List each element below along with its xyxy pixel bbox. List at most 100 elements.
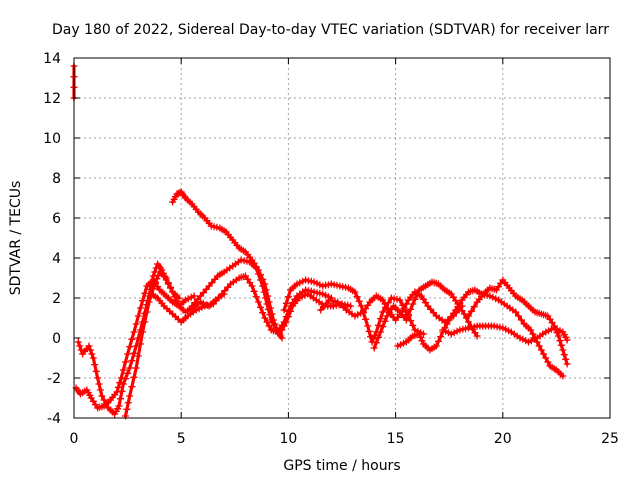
- data-point: [383, 304, 391, 312]
- data-point: [124, 350, 132, 358]
- data-point: [557, 341, 565, 349]
- series-arc-f: [188, 256, 355, 338]
- data-point: [91, 361, 99, 369]
- data-point: [287, 307, 294, 315]
- data-point: [374, 333, 382, 341]
- data-point: [261, 314, 269, 322]
- data-point: [145, 298, 153, 306]
- series-arc-g: [280, 276, 427, 346]
- data-point: [254, 270, 262, 278]
- data-point: [139, 328, 147, 336]
- x-tick-label: 0: [70, 431, 79, 447]
- data-point: [284, 313, 292, 321]
- data-point: [535, 342, 543, 350]
- data-point: [122, 358, 129, 366]
- data-point: [278, 334, 286, 342]
- data-point: [465, 318, 472, 326]
- data-point: [437, 333, 445, 341]
- data-point: [119, 366, 127, 374]
- data-point: [280, 322, 288, 330]
- y-tick-label: 0: [52, 331, 61, 347]
- data-point: [364, 322, 372, 330]
- data-point: [118, 387, 126, 395]
- ticks: 0 5 10 15 20 25 -4 -2 0 2 4 6 8 10 12 14: [43, 51, 619, 447]
- data-point: [132, 320, 140, 328]
- x-tick-label: 10: [279, 431, 297, 447]
- data-point: [280, 306, 288, 314]
- data-point: [362, 315, 370, 323]
- data-point: [248, 282, 256, 290]
- data-point: [381, 300, 389, 308]
- data-point: [143, 308, 151, 316]
- data-point: [379, 296, 387, 304]
- data-point: [413, 291, 421, 299]
- data-point: [411, 295, 419, 303]
- data-point: [377, 328, 385, 336]
- data-point: [257, 276, 264, 284]
- data-point: [137, 340, 144, 348]
- series-arc-d: [147, 272, 335, 336]
- data-point: [88, 350, 96, 358]
- data-point: [415, 330, 423, 338]
- data-point: [152, 278, 159, 286]
- data-point: [563, 336, 571, 344]
- data-point: [128, 383, 136, 391]
- data-point: [263, 318, 271, 326]
- data-point: [98, 392, 106, 400]
- data-point: [139, 297, 147, 305]
- y-tick-label: 4: [52, 251, 61, 267]
- data-point: [76, 342, 84, 350]
- data-point: [254, 298, 262, 306]
- series-arc-k: [439, 322, 571, 346]
- data-point: [368, 338, 376, 346]
- data-point: [282, 318, 290, 326]
- data-point: [134, 312, 142, 320]
- x-tick-label: 25: [601, 431, 619, 447]
- y-tick-label: 6: [52, 211, 61, 227]
- data-point: [407, 317, 415, 325]
- data-point: [263, 300, 271, 308]
- data-point: [276, 330, 284, 338]
- data-point: [555, 332, 562, 340]
- data-point: [374, 321, 382, 329]
- data-point: [435, 337, 442, 345]
- data-point: [402, 316, 410, 324]
- data-point: [141, 289, 149, 297]
- data-point: [162, 274, 170, 282]
- data-point: [470, 303, 478, 311]
- data-point: [153, 275, 161, 283]
- data-point: [527, 326, 535, 334]
- chart-title: Day 180 of 2022, Sidereal Day-to-day VTE…: [52, 22, 609, 38]
- series-arc-l: [465, 276, 571, 368]
- data-point: [556, 337, 564, 345]
- data-point: [379, 308, 387, 316]
- data-point: [465, 312, 472, 320]
- data-point: [353, 293, 361, 301]
- data-point: [355, 297, 363, 305]
- data-point: [96, 386, 104, 394]
- data-point: [396, 296, 404, 304]
- data-point: [250, 287, 258, 295]
- data-point: [130, 373, 138, 381]
- data-point: [563, 360, 571, 368]
- data-point: [117, 395, 124, 403]
- data-point: [278, 326, 286, 334]
- series-arc-i: [370, 278, 481, 352]
- data-point: [262, 294, 269, 302]
- data-point: [559, 346, 567, 354]
- y-tick-label: 10: [43, 131, 61, 147]
- data-point: [113, 388, 121, 396]
- data-point: [95, 380, 103, 388]
- data-point: [559, 372, 567, 380]
- data-point: [126, 364, 134, 372]
- grid: [74, 58, 610, 418]
- data-point: [400, 304, 408, 312]
- data-point: [562, 355, 570, 363]
- x-tick-label: 20: [494, 431, 512, 447]
- data-point: [542, 354, 550, 362]
- series-line: [76, 262, 181, 416]
- data-point: [381, 317, 389, 325]
- y-tick-label: 14: [43, 51, 61, 67]
- data-point: [117, 374, 125, 382]
